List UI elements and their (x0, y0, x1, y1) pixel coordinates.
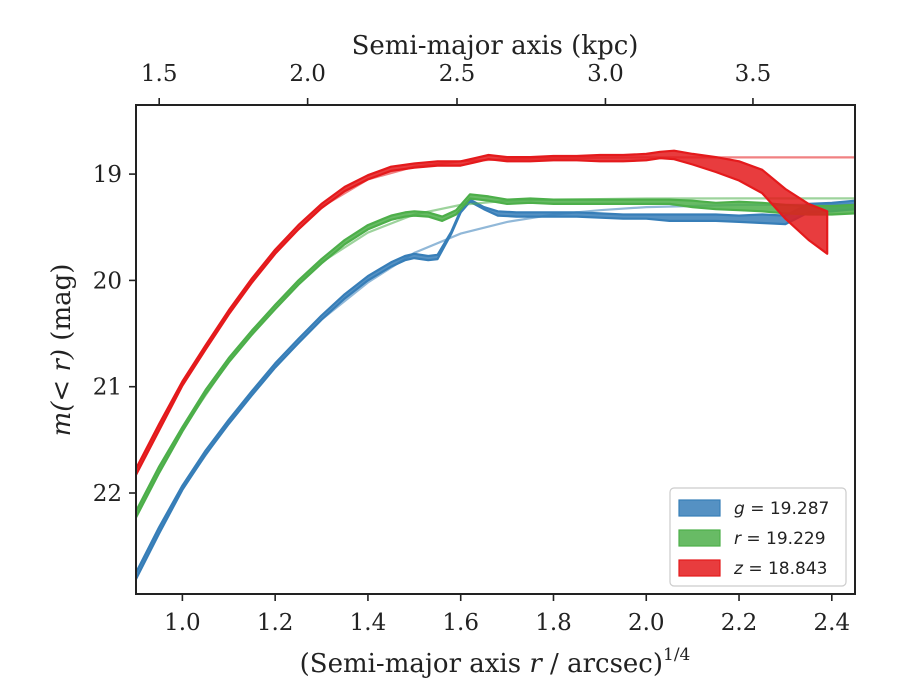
legend: g = 19.287 r = 19.229 z = 18.843 (669, 487, 847, 587)
x-tick-label: 1.6 (442, 610, 479, 636)
x-tick-label: 1.2 (257, 610, 294, 636)
x-tick-label: 2.0 (628, 610, 665, 636)
legend-swatch-z (678, 559, 721, 577)
legend-label-z: z = 18.843 (733, 559, 827, 579)
top-tick-label: 2.0 (289, 61, 326, 87)
y-tick-label: 21 (93, 375, 122, 401)
y-tick-label: 22 (93, 481, 122, 507)
legend-label-g: g = 19.287 (734, 499, 829, 519)
x-tick-label: 2.2 (721, 610, 758, 636)
top-tick-label: 2.5 (439, 61, 476, 87)
x-tick-label: 1.8 (535, 610, 572, 636)
legend-swatch-r (678, 529, 721, 547)
plot-frame (135, 104, 856, 595)
y-tick-label: 20 (93, 268, 122, 294)
x-axis-bottom-title: (Semi-major axis r / arcsec)1/4 (300, 645, 691, 679)
legend-label-r: r = 19.229 (734, 529, 826, 549)
legend-swatch-g (678, 499, 721, 517)
model-curve-r (136, 197, 855, 513)
plot-area (136, 149, 855, 581)
x-axis-bottom: 1.0 1.2 1.4 1.6 1.8 2.0 2.2 2.4 (164, 594, 850, 636)
y-tick-label: 19 (93, 162, 122, 188)
top-tick-label: 3.0 (587, 61, 624, 87)
y-axis: 19 20 21 22 (93, 162, 136, 507)
model-curve-z (136, 156, 855, 471)
y-axis-title: m(< r) (mag) (47, 264, 77, 437)
x-tick-label: 2.4 (814, 610, 851, 636)
x-tick-label: 1.0 (164, 610, 201, 636)
top-tick-label: 3.5 (735, 61, 772, 87)
top-tick-label: 1.5 (141, 61, 178, 87)
x-axis-top: 1.5 2.0 2.5 3.0 3.5 (141, 61, 771, 105)
x-axis-top-title: Semi-major axis (kpc) (352, 31, 639, 61)
band-r (136, 193, 855, 519)
x-tick-label: 1.4 (350, 610, 387, 636)
